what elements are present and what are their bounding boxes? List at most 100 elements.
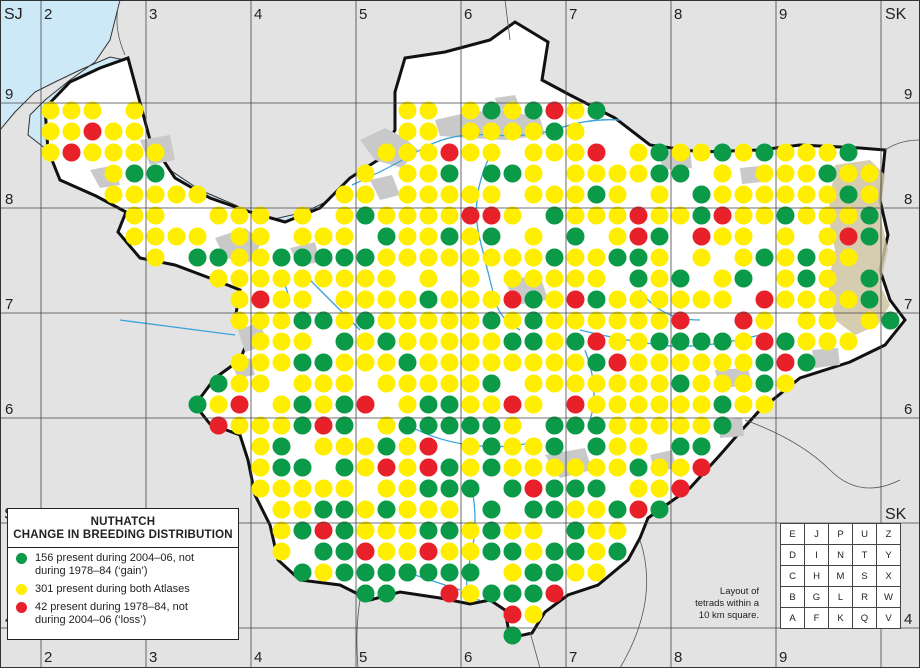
tetrad-dot (293, 479, 312, 498)
tetrad-dot (503, 395, 522, 414)
tetrad-dot (482, 416, 501, 435)
tetrad-dot (503, 626, 522, 645)
tetrad-dot (293, 374, 312, 393)
tetrad-dot (461, 542, 480, 561)
tetrad-dot (377, 458, 396, 477)
tetrad-dot (545, 584, 564, 603)
tetrad-dot (587, 353, 606, 372)
tetrad-dot (377, 584, 396, 603)
tetrad-dot (629, 479, 648, 498)
tetrad-dot (251, 269, 270, 288)
tetrad-dot (734, 206, 753, 225)
tetrad-dot (398, 164, 417, 183)
tetrad-dot (230, 206, 249, 225)
tetrad-dot (314, 227, 333, 246)
tetrad-dot (356, 521, 375, 540)
tetrad-dot (398, 458, 417, 477)
northing-label-left: 9 (5, 86, 13, 103)
outer-boundaries (116, 0, 920, 668)
tetrad-dot (587, 563, 606, 582)
easting-label-bottom: 2 (44, 649, 52, 666)
tetrad-dot (188, 227, 207, 246)
tetrad-dot (356, 248, 375, 267)
tetrad-dot (461, 185, 480, 204)
tetrad-dot (293, 395, 312, 414)
corner-label-bottom-right: SK (885, 506, 907, 523)
tetrad-dot (398, 290, 417, 309)
tetrad-dot (293, 206, 312, 225)
tetrad-dot (524, 185, 543, 204)
tetrad-dot (419, 290, 438, 309)
tetrad-dot (440, 500, 459, 519)
tetrad-dot (356, 458, 375, 477)
tetrad-dot (566, 290, 585, 309)
tetrad-cell: H (804, 565, 829, 587)
easting-label-top: 5 (359, 6, 367, 23)
tetrad-cell: Y (876, 544, 901, 566)
tetrad-dot (377, 332, 396, 351)
tetrad-dot (524, 563, 543, 582)
tetrad-dot (335, 437, 354, 456)
tetrad-dot (83, 101, 102, 120)
tetrad-dot (629, 164, 648, 183)
tetrad-dot (524, 269, 543, 288)
tetrad-dot (251, 458, 270, 477)
tetrad-dot (776, 374, 795, 393)
tetrad-dot (356, 437, 375, 456)
tetrad-dot (671, 332, 690, 351)
tetrad-dot (461, 269, 480, 288)
tetrad-dot (230, 311, 249, 330)
easting-label-top: 7 (569, 6, 577, 23)
tetrad-dot (293, 290, 312, 309)
tetrad-dot (461, 395, 480, 414)
tetrad-dot (335, 500, 354, 519)
tetrad-dot (734, 374, 753, 393)
tetrad-dot (377, 143, 396, 162)
tetrad-dot (398, 500, 417, 519)
tetrad-dot (83, 122, 102, 141)
tetrad-dot (713, 332, 732, 351)
tetrad-dot (251, 416, 270, 435)
tetrad-dot (692, 290, 711, 309)
tetrad-dot (272, 416, 291, 435)
tetrad-dot (797, 269, 816, 288)
tetrad-dot (461, 353, 480, 372)
tetrad-dot (524, 353, 543, 372)
tetrad-dot (503, 521, 522, 540)
tetrad-dot (566, 122, 585, 141)
tetrad-dot (440, 542, 459, 561)
tetrad-dot (230, 248, 249, 267)
tetrad-dot (377, 500, 396, 519)
tetrad-cell: K (828, 607, 853, 629)
tetrad-dot (629, 437, 648, 456)
tetrad-dot (461, 206, 480, 225)
tetrad-dot (251, 479, 270, 498)
tetrad-dot (503, 605, 522, 624)
tetrad-dot (335, 353, 354, 372)
tetrad-dot (776, 269, 795, 288)
tetrad-dot (293, 227, 312, 246)
tetrad-dot (440, 521, 459, 540)
tetrad-dot (860, 185, 879, 204)
loss-dot-icon (16, 602, 27, 613)
tetrad-dot (440, 290, 459, 309)
tetrad-dot (608, 416, 627, 435)
tetrad-dot (797, 353, 816, 372)
tetrad-dot (314, 395, 333, 414)
tetrad-dot (608, 353, 627, 372)
tetrad-dot (461, 416, 480, 435)
tetrad-dot (587, 269, 606, 288)
tetrad-dot (419, 458, 438, 477)
easting-label-bottom: 4 (254, 649, 262, 666)
tetrad-dot (209, 395, 228, 414)
tetrad-dot (41, 122, 60, 141)
tetrad-dot (377, 248, 396, 267)
tetrad-dot (335, 311, 354, 330)
tetrad-dot (398, 311, 417, 330)
tetrad-dot (314, 248, 333, 267)
legend-title-subtitle: CHANGE IN BREEDING DISTRIBUTION (13, 529, 233, 541)
tetrad-dot (125, 206, 144, 225)
tetrad-dot (440, 248, 459, 267)
tetrad-dot (461, 227, 480, 246)
